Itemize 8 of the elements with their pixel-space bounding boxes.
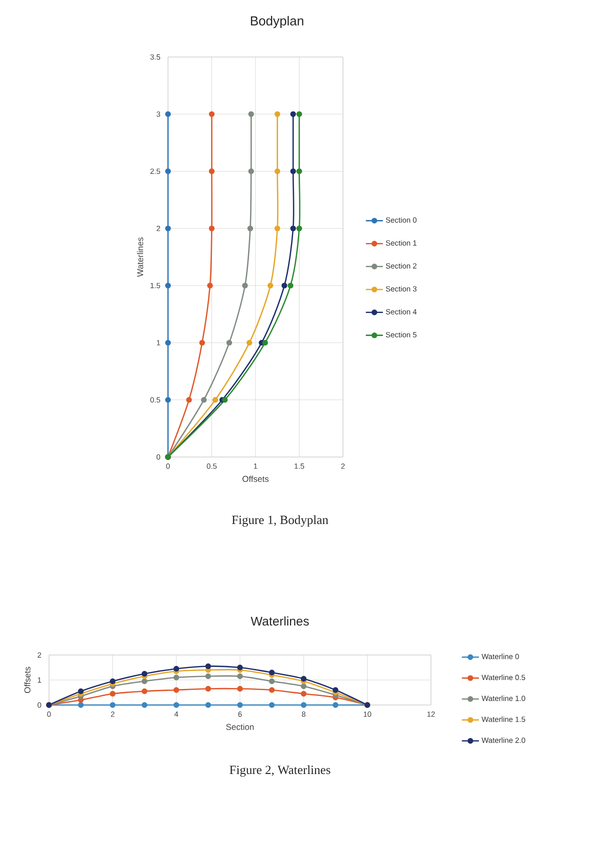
x-axis-title: Offsets	[242, 476, 269, 482]
chart-title: Bodyplan	[250, 16, 304, 28]
caption: Figure 2, Waterlines	[230, 765, 330, 777]
caption: Figure 1, Bodyplan	[232, 515, 328, 527]
y-axis-title: Offsets	[24, 666, 30, 693]
chart-title: Waterlines	[250, 616, 309, 626]
y-axis-title: Waterlines	[136, 237, 144, 277]
x-axis-title: Section	[226, 724, 254, 730]
